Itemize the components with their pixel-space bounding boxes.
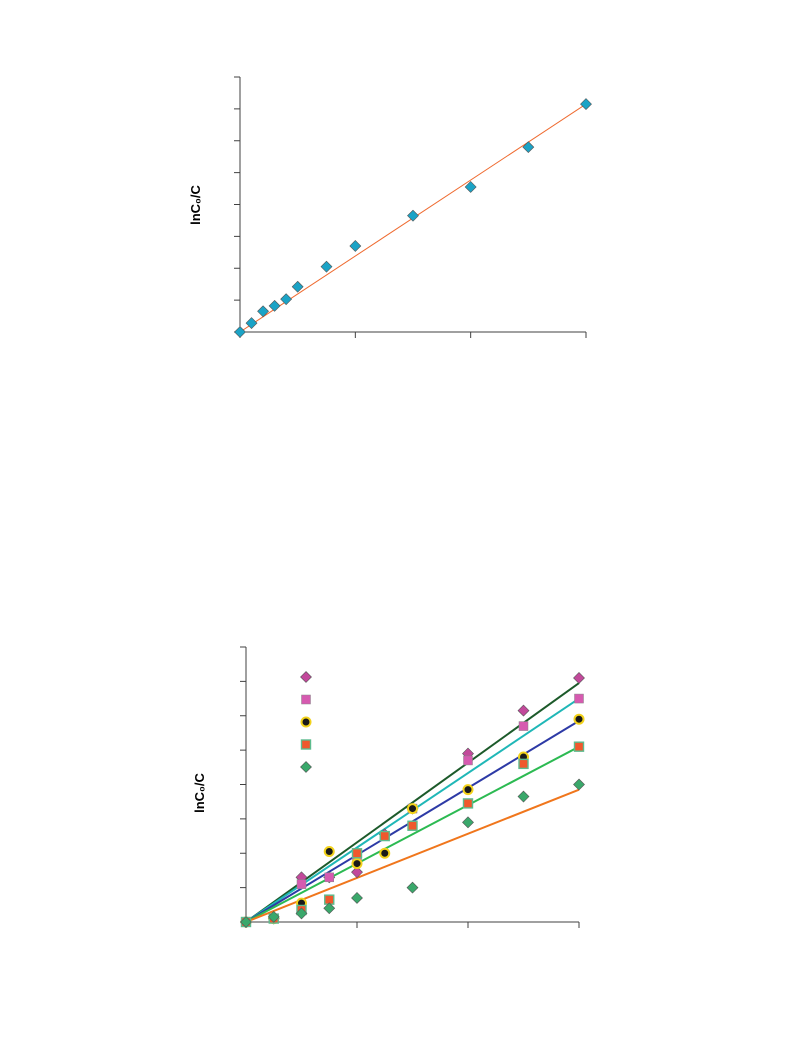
- data-point-series-3: [351, 858, 363, 870]
- data-point-series-3: [323, 846, 335, 858]
- data-point-series-4: [462, 798, 474, 809]
- legend-marker-3: [300, 716, 312, 728]
- data-point-series-1: [407, 209, 419, 222]
- y-axis-label: lnC₀/C: [188, 184, 203, 224]
- data-point-series-5: [240, 916, 252, 928]
- data-point-series-1: [349, 240, 362, 252]
- data-point-series-5: [573, 778, 585, 791]
- data-point-series-5: [406, 881, 419, 894]
- chart-bottom: lnC₀/C: [192, 646, 585, 928]
- data-point-series-4: [518, 758, 529, 770]
- data-point-series-4: [407, 820, 418, 831]
- data-point-series-3: [462, 784, 474, 796]
- data-point-series-1: [517, 704, 530, 717]
- data-point-series-2: [324, 872, 334, 883]
- data-point-series-2: [518, 721, 529, 731]
- data-point-series-1: [268, 299, 281, 312]
- data-point-series-5: [295, 907, 308, 920]
- data-point-series-5: [462, 816, 474, 829]
- legend-marker-1: [300, 671, 312, 683]
- data-point-series-4: [573, 741, 585, 752]
- data-point-series-1: [580, 98, 592, 111]
- data-point-series-3: [573, 713, 585, 725]
- legend-marker-2: [301, 694, 311, 705]
- data-point-series-1: [573, 672, 585, 684]
- data-point-series-1: [464, 181, 477, 193]
- data-point-series-5: [351, 892, 363, 904]
- y-axis-label: lnC₀/C: [192, 772, 207, 812]
- data-point-series-5: [267, 910, 280, 923]
- legend-marker-5: [300, 761, 312, 773]
- legend-marker-4: [300, 739, 312, 750]
- chart-top: lnC₀/C: [188, 76, 592, 338]
- data-point-series-1: [234, 326, 246, 338]
- data-point-series-1: [291, 280, 304, 293]
- data-point-series-4: [379, 830, 390, 842]
- data-point-series-1: [522, 141, 535, 154]
- data-point-series-1: [245, 317, 258, 329]
- data-point-series-3: [407, 803, 418, 815]
- data-point-series-3: [379, 847, 391, 859]
- data-point-series-1: [257, 305, 269, 318]
- data-point-series-5: [517, 790, 530, 803]
- data-point-series-2: [574, 693, 584, 704]
- data-point-series-1: [351, 866, 363, 879]
- data-point-series-2: [296, 879, 307, 889]
- data-point-series-4: [351, 848, 363, 859]
- data-point-series-1: [280, 293, 293, 306]
- data-point-series-5: [323, 902, 336, 915]
- fit-line-4: [245, 745, 580, 923]
- data-point-series-2: [463, 755, 473, 766]
- data-point-series-1: [320, 260, 333, 273]
